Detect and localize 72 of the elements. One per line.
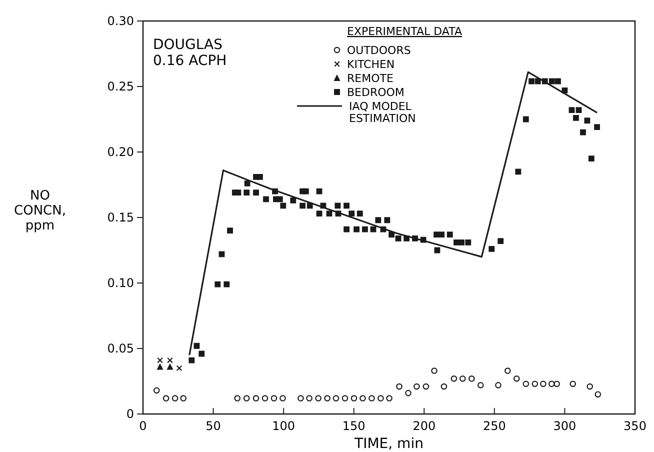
x-tick-label: 300 bbox=[553, 419, 576, 433]
point bbox=[252, 395, 260, 402]
point bbox=[414, 383, 420, 390]
point bbox=[332, 395, 340, 402]
y-tick-label: 0.20 bbox=[107, 145, 134, 159]
y-tick-label: 0.05 bbox=[107, 342, 134, 356]
point bbox=[468, 375, 475, 382]
point bbox=[450, 375, 458, 382]
point bbox=[176, 365, 182, 372]
x-axis-title: TIME, min bbox=[354, 436, 424, 452]
point bbox=[167, 364, 173, 370]
point bbox=[243, 395, 250, 402]
point bbox=[440, 383, 448, 390]
point bbox=[306, 395, 312, 402]
x-tick-label: 250 bbox=[482, 419, 506, 433]
point bbox=[324, 395, 330, 402]
x-tick-label: 100 bbox=[272, 419, 296, 433]
annotation: DOUGLAS bbox=[153, 37, 223, 53]
point bbox=[540, 380, 546, 388]
y-tick-label: 0.25 bbox=[107, 80, 134, 94]
point bbox=[495, 382, 502, 388]
y-tick-label: 0.30 bbox=[107, 14, 134, 28]
point bbox=[262, 395, 268, 402]
point bbox=[504, 368, 511, 374]
point bbox=[594, 391, 602, 398]
point bbox=[298, 395, 304, 402]
point bbox=[532, 380, 538, 388]
legend-title: EXPERIMENTAL DATA bbox=[347, 25, 462, 38]
legend-label: KITCHEN bbox=[347, 58, 395, 71]
point bbox=[570, 380, 576, 388]
point bbox=[315, 395, 322, 402]
legend-label: OUTDOORS bbox=[347, 44, 411, 57]
point bbox=[342, 395, 348, 402]
x-tick-label: 150 bbox=[342, 419, 366, 433]
point bbox=[386, 395, 392, 402]
y-tick-label: 0.15 bbox=[107, 210, 134, 224]
x-tick-label: 350 bbox=[624, 419, 646, 433]
point bbox=[548, 380, 555, 388]
point bbox=[513, 375, 520, 382]
point bbox=[360, 395, 366, 402]
point bbox=[378, 395, 384, 402]
legend-label: BEDROOM bbox=[347, 86, 404, 99]
x-tick-label: 200 bbox=[412, 419, 436, 433]
point bbox=[350, 395, 358, 402]
point bbox=[396, 383, 402, 390]
point bbox=[405, 390, 412, 396]
x-tick-label: 50 bbox=[206, 419, 221, 433]
point bbox=[522, 380, 530, 388]
point bbox=[422, 383, 430, 390]
legend-label: IAQ MODEL ESTIMATION bbox=[349, 100, 416, 125]
point bbox=[586, 383, 594, 390]
point bbox=[554, 380, 560, 388]
point bbox=[270, 395, 278, 402]
point bbox=[460, 375, 466, 382]
point bbox=[172, 395, 178, 402]
point bbox=[180, 395, 186, 402]
point bbox=[478, 382, 484, 388]
y-tick-label: 0 bbox=[126, 407, 134, 421]
annotation: 0.16 ACPH bbox=[153, 53, 227, 69]
point bbox=[157, 364, 163, 370]
point bbox=[431, 368, 438, 374]
point bbox=[234, 395, 240, 402]
point bbox=[162, 395, 170, 402]
x-tick-label: 0 bbox=[139, 419, 147, 433]
y-tick-label: 0.10 bbox=[107, 276, 134, 290]
point bbox=[280, 395, 286, 402]
y-axis-title: NO CONCN, ppm bbox=[14, 188, 66, 234]
point bbox=[153, 387, 160, 394]
legend-label: REMOTE bbox=[347, 72, 394, 85]
point bbox=[167, 357, 173, 364]
point bbox=[157, 357, 163, 364]
point bbox=[368, 395, 375, 402]
